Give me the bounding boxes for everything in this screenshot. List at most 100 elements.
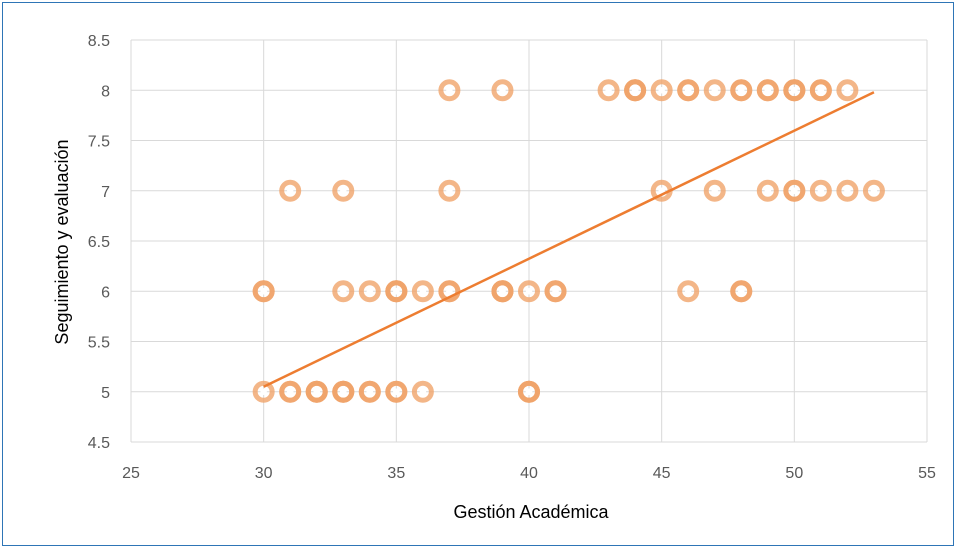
point-ring xyxy=(703,79,726,102)
point-ring xyxy=(730,280,753,303)
point-center xyxy=(393,388,400,395)
point-center xyxy=(685,288,692,295)
point-ring xyxy=(252,380,275,403)
point-ring xyxy=(438,79,461,102)
point-center xyxy=(764,87,771,94)
point-ring xyxy=(677,280,700,303)
point-center xyxy=(313,388,320,395)
data-point xyxy=(809,179,832,202)
point-ring xyxy=(809,179,832,202)
y-tick-label: 4.5 xyxy=(88,435,110,452)
point-center xyxy=(340,288,347,295)
point-ring xyxy=(252,280,275,303)
data-point xyxy=(411,380,434,403)
point-center xyxy=(738,288,745,295)
y-tick-label: 7.5 xyxy=(88,134,110,151)
point-center xyxy=(287,187,294,194)
point-ring xyxy=(624,79,647,102)
data-point xyxy=(332,179,355,202)
point-ring xyxy=(730,79,753,102)
point-center xyxy=(260,288,267,295)
point-ring xyxy=(783,179,806,202)
x-tick-label: 50 xyxy=(785,465,803,482)
point-ring xyxy=(305,380,328,403)
data-point xyxy=(358,380,381,403)
trendline-group xyxy=(263,91,875,388)
x-tick-label: 55 xyxy=(918,465,936,482)
point-ring xyxy=(279,380,302,403)
x-tick-label: 35 xyxy=(387,465,405,482)
point-center xyxy=(446,187,453,194)
x-tick-labels: 25 30 35 40 45 50 55 xyxy=(122,465,936,482)
x-tick-label: 25 xyxy=(122,465,140,482)
data-point xyxy=(358,280,381,303)
point-center xyxy=(287,388,294,395)
point-center xyxy=(605,87,612,94)
data-point xyxy=(332,280,355,303)
point-ring xyxy=(411,280,434,303)
point-ring xyxy=(491,280,514,303)
point-center xyxy=(446,288,453,295)
data-point xyxy=(624,79,647,102)
point-center xyxy=(658,187,665,194)
data-point xyxy=(730,79,753,102)
point-center xyxy=(260,388,267,395)
point-center xyxy=(419,288,427,295)
data-point xyxy=(677,280,700,303)
data-point xyxy=(411,280,434,303)
data-point xyxy=(332,380,355,403)
point-center xyxy=(764,187,771,194)
data-point xyxy=(783,179,806,202)
point-center xyxy=(419,388,427,395)
point-ring xyxy=(809,79,832,102)
data-point xyxy=(279,179,302,202)
point-ring xyxy=(756,179,779,202)
point-center xyxy=(446,87,453,94)
data-point xyxy=(279,380,302,403)
point-center xyxy=(844,87,851,94)
point-ring xyxy=(411,380,434,403)
point-center xyxy=(366,388,373,395)
data-point xyxy=(491,280,514,303)
data-point xyxy=(756,79,779,102)
point-center xyxy=(631,87,639,94)
point-center xyxy=(711,87,718,94)
y-tick-label: 6.5 xyxy=(88,234,110,251)
point-ring xyxy=(279,179,302,202)
data-point xyxy=(836,79,859,102)
point-ring xyxy=(544,280,567,303)
data-point xyxy=(836,179,859,202)
point-center xyxy=(791,187,798,194)
point-ring xyxy=(756,79,779,102)
point-ring xyxy=(836,79,859,102)
data-point xyxy=(862,179,885,202)
y-tick-label: 5 xyxy=(101,385,110,402)
point-center xyxy=(658,87,665,94)
x-tick-label: 40 xyxy=(520,465,538,482)
point-ring xyxy=(385,280,408,303)
point-ring xyxy=(358,380,381,403)
point-ring xyxy=(438,280,461,303)
data-point xyxy=(438,179,461,202)
y-tick-label: 6 xyxy=(101,284,110,301)
data-point xyxy=(756,179,779,202)
data-point xyxy=(703,79,726,102)
point-center xyxy=(738,87,745,94)
point-center xyxy=(499,288,506,295)
point-center xyxy=(791,87,798,94)
x-tick-label: 45 xyxy=(653,465,671,482)
point-ring xyxy=(677,79,700,102)
point-ring xyxy=(491,79,514,102)
y-tick-label: 5.5 xyxy=(88,335,110,352)
data-point xyxy=(252,280,275,303)
point-ring xyxy=(385,380,408,403)
data-point xyxy=(783,79,806,102)
point-ring xyxy=(703,179,726,202)
data-point xyxy=(677,79,700,102)
trendline xyxy=(263,91,875,388)
point-ring xyxy=(836,179,859,202)
point-center xyxy=(817,187,825,194)
data-point xyxy=(518,280,540,303)
point-ring xyxy=(438,179,461,202)
point-center xyxy=(817,87,825,94)
